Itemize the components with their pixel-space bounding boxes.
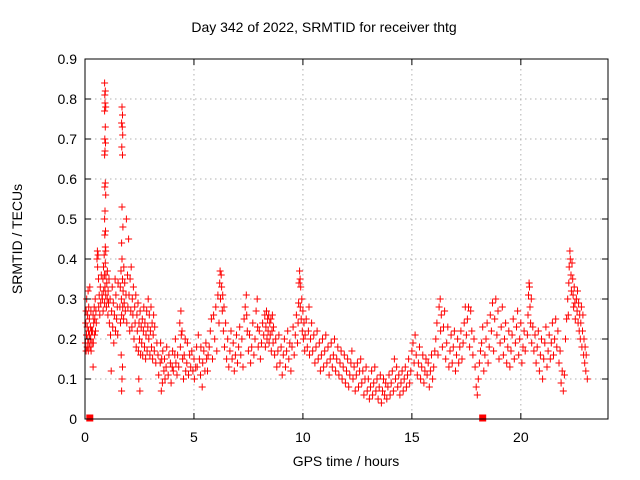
scatter-square-marker xyxy=(86,414,94,422)
x-tick-label: 0 xyxy=(81,429,89,445)
y-tick-label: 0.6 xyxy=(58,171,78,187)
tick-labels: 0 5 10 15 20 0 0.1 0.2 0.3 0.4 0.5 0.6 0.7 0.8 0.9 xyxy=(58,51,529,445)
y-tick-label: 0.4 xyxy=(58,251,78,267)
data-points-layer xyxy=(81,79,591,422)
y-tick-label: 0 xyxy=(69,411,77,427)
scatter-square-marker xyxy=(479,414,487,422)
y-tick-label: 0.8 xyxy=(58,91,78,107)
x-axis-label: GPS time / hours xyxy=(293,453,400,469)
chart-title: Day 342 of 2022, SRMTID for receiver tht… xyxy=(191,19,456,35)
y-tick-label: 0.1 xyxy=(58,371,78,387)
plot-border xyxy=(84,58,609,420)
y-tick-label: 0.7 xyxy=(58,131,78,147)
x-tick-label: 5 xyxy=(190,429,198,445)
y-tick-label: 0.9 xyxy=(58,51,78,67)
y-tick-label: 0.3 xyxy=(58,291,78,307)
x-tick-label: 10 xyxy=(295,429,311,445)
y-axis-label: SRMTID / TECUs xyxy=(9,184,25,294)
x-tick-label: 20 xyxy=(513,429,529,445)
x-tick-label: 15 xyxy=(404,429,420,445)
y-tick-label: 0.5 xyxy=(58,211,78,227)
plot-frame xyxy=(84,58,609,420)
scatter-plus-markers xyxy=(81,79,591,407)
y-tick-label: 0.2 xyxy=(58,331,78,347)
grid-lines xyxy=(85,59,608,419)
